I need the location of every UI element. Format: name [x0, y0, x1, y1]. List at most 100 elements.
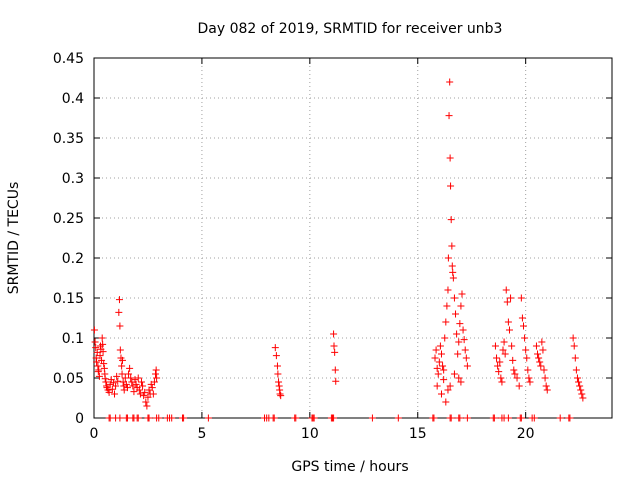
x-tick-label: 5: [197, 426, 206, 442]
data-point: [537, 362, 545, 370]
data-point: [310, 414, 318, 422]
data-point: [458, 290, 466, 298]
data-point: [496, 358, 504, 366]
data-point: [444, 286, 452, 294]
y-tick-label: 0.2: [62, 251, 84, 267]
data-point: [118, 370, 126, 378]
data-point: [95, 372, 103, 380]
data-point: [105, 388, 113, 396]
data-point: [141, 388, 149, 396]
data-point: [571, 354, 579, 362]
data-point: [180, 414, 188, 422]
data-point: [116, 414, 124, 422]
data-point: [114, 377, 122, 385]
data-point: [142, 398, 150, 406]
data-point: [330, 342, 338, 350]
data-point: [497, 374, 505, 382]
data-point: [446, 154, 454, 162]
data-point: [520, 322, 528, 330]
data-point: [510, 366, 518, 374]
data-point: [456, 414, 464, 422]
data-point: [112, 382, 120, 390]
data-point: [437, 390, 445, 398]
data-point: [99, 340, 107, 348]
data-point: [129, 382, 137, 390]
data-point: [515, 382, 523, 390]
data-point: [101, 375, 109, 383]
data-point: [292, 414, 300, 422]
chart-title: Day 082 of 2019, SRMTID for receiver unb…: [198, 21, 503, 37]
data-point: [92, 344, 100, 352]
data-point: [123, 384, 131, 392]
data-point: [575, 378, 583, 386]
data-point: [115, 308, 123, 316]
data-point: [566, 414, 574, 422]
data-point: [543, 386, 551, 394]
data-point: [509, 356, 517, 364]
data-point: [447, 216, 455, 224]
data-point: [331, 348, 339, 356]
data-point: [130, 388, 138, 396]
x-axis: 0 5 10 15 20: [90, 58, 535, 442]
data-point: [331, 366, 339, 374]
data-point: [447, 182, 455, 190]
x-tick-label: 15: [409, 426, 427, 442]
data-point: [505, 326, 513, 334]
data-point: [431, 354, 439, 362]
data-point: [507, 294, 515, 302]
data-point: [579, 394, 587, 402]
data-point: [118, 356, 126, 364]
data-point: [457, 378, 465, 386]
data-point: [503, 298, 511, 306]
data-point: [556, 414, 564, 422]
data-point: [152, 370, 160, 378]
data-point: [93, 358, 101, 366]
data-point: [538, 338, 546, 346]
data-point: [271, 344, 279, 352]
y-tick-label: 0: [75, 411, 84, 427]
data-point: [108, 385, 116, 393]
plot-border: [93, 57, 613, 419]
grid: [94, 58, 612, 418]
data-point: [444, 386, 452, 394]
data-point: [432, 346, 440, 354]
data-point: [439, 362, 447, 370]
data-point: [499, 346, 507, 354]
data-point: [523, 354, 531, 362]
data-point: [126, 364, 134, 372]
data-point: [456, 320, 464, 328]
data-point: [91, 338, 99, 346]
data-point: [137, 378, 145, 386]
x-tick-label: 0: [90, 426, 99, 442]
data-point: [511, 370, 519, 378]
y-tick-label: 0.25: [53, 211, 84, 227]
data-point: [493, 354, 501, 362]
data-point: [446, 78, 454, 86]
data-point: [501, 350, 509, 358]
x-tick-label: 10: [301, 426, 319, 442]
data-point: [517, 414, 525, 422]
data-point: [536, 358, 544, 366]
data-point: [534, 350, 542, 358]
data-point: [502, 286, 510, 294]
data-point: [449, 274, 457, 282]
data-point: [540, 366, 548, 374]
x-axis-label: GPS time / hours: [291, 459, 408, 475]
data-point: [576, 382, 584, 390]
data-point: [526, 378, 534, 386]
data-point: [517, 294, 525, 302]
y-tick-label: 0.15: [53, 291, 84, 307]
data-point: [132, 380, 140, 388]
data-point: [115, 296, 123, 304]
x-tick-label: 20: [517, 426, 535, 442]
data-point: [273, 362, 281, 370]
data-point: [116, 346, 124, 354]
y-tick-label: 0.35: [53, 131, 84, 147]
data-point: [276, 390, 284, 398]
data-point: [100, 360, 108, 368]
data-points: [90, 78, 587, 422]
y-tick-label: 0.45: [53, 51, 84, 67]
data-point: [332, 377, 340, 385]
data-point: [440, 366, 448, 374]
